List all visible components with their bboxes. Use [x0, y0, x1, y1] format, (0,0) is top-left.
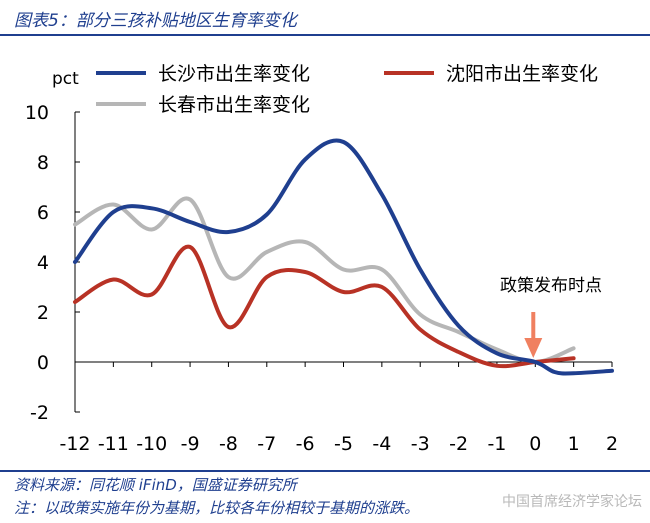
chart-annotation: 政策发布时点 — [500, 276, 602, 358]
y-tick-label: 10 — [25, 102, 49, 124]
x-tick-label: -7 — [257, 433, 276, 455]
x-tick-label: -3 — [411, 433, 430, 455]
chart-series — [73, 138, 614, 376]
y-tick-label: 6 — [37, 202, 49, 224]
x-tick-label: -8 — [219, 433, 238, 455]
y-tick-label: 8 — [37, 152, 49, 174]
x-tick-label: -10 — [136, 433, 167, 455]
footnote: 注：以政策实施年份为基期，比较各年份相较于基期的涨跌。 — [14, 499, 420, 517]
x-tick-label: -11 — [98, 433, 129, 455]
series-line-changsha — [73, 138, 614, 376]
x-tick-label: -6 — [296, 433, 315, 455]
source-note: 资料来源：同花顺 iFinD，国盛证券研究所 — [14, 476, 297, 494]
annotation-label: 政策发布时点 — [500, 276, 602, 296]
x-tick-label: 0 — [529, 433, 541, 455]
legend-item-shenyang-label: 沈阳市出生率变化 — [446, 63, 598, 85]
y-tick-label: 2 — [37, 302, 49, 324]
x-tick-label: 2 — [606, 433, 618, 455]
watermark: 中国首席经济学家论坛 — [502, 494, 642, 510]
figure-title: 图表5：部分三孩补贴地区生育率变化 — [14, 11, 297, 31]
legend-item-changchun-label: 长春市出生率变化 — [158, 94, 310, 116]
x-tick-label: -12 — [59, 433, 90, 455]
x-tick-label: -2 — [449, 433, 468, 455]
x-tick-label: -4 — [372, 433, 391, 455]
title-rule — [0, 34, 650, 36]
annotation-arrow-head — [524, 338, 543, 358]
legend-item-changsha-label: 长沙市出生率变化 — [158, 63, 310, 85]
y-axis-label: pct — [52, 69, 79, 89]
y-tick-label: 0 — [37, 352, 49, 374]
x-tick-label: -5 — [334, 433, 353, 455]
series-line-shenyang — [73, 244, 576, 369]
series-line-changchun — [73, 196, 576, 365]
y-tick-label: 4 — [37, 252, 49, 274]
x-tick-label: -9 — [181, 433, 200, 455]
x-tick-label: 1 — [568, 433, 580, 455]
x-tick-label: -1 — [487, 433, 506, 455]
source-rule — [0, 470, 650, 472]
y-tick-label: -2 — [30, 402, 49, 424]
